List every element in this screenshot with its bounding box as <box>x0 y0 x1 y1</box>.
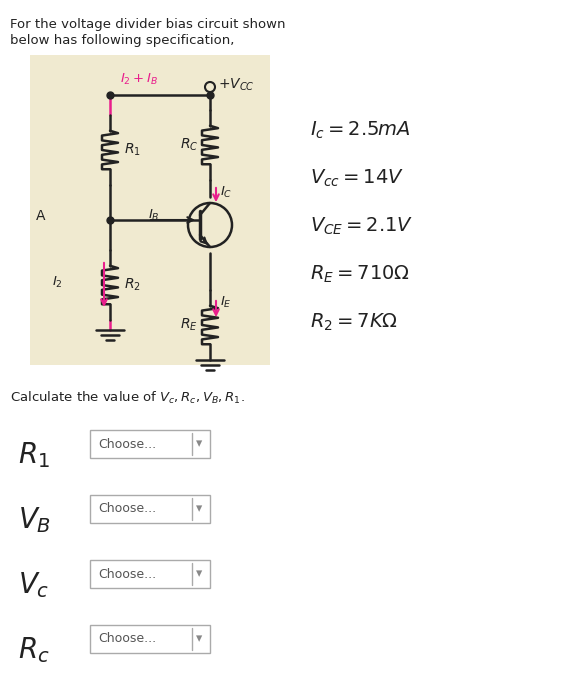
Text: ▾: ▾ <box>196 438 202 451</box>
Text: $R_c$: $R_c$ <box>18 635 50 665</box>
Text: $R_E = 710\Omega$: $R_E = 710\Omega$ <box>310 264 410 286</box>
FancyBboxPatch shape <box>90 560 210 588</box>
Text: $V_c$: $V_c$ <box>18 570 49 600</box>
Text: $I_c = 2.5mA$: $I_c = 2.5mA$ <box>310 120 410 141</box>
Text: $I_B$: $I_B$ <box>148 208 160 223</box>
Text: $I_C$: $I_C$ <box>220 185 232 200</box>
Text: $V_B$: $V_B$ <box>18 505 51 535</box>
Text: ▾: ▾ <box>196 633 202 645</box>
FancyBboxPatch shape <box>90 625 210 653</box>
FancyBboxPatch shape <box>90 430 210 458</box>
FancyBboxPatch shape <box>90 495 210 523</box>
Text: below has following specification,: below has following specification, <box>10 34 234 47</box>
Text: $V_{CE} = 2.1V$: $V_{CE} = 2.1V$ <box>310 216 413 237</box>
Text: $V_{cc} = 14V$: $V_{cc} = 14V$ <box>310 168 404 189</box>
Text: $I_2$: $I_2$ <box>52 275 63 290</box>
Text: Calculate the value of $V_c, R_c, V_B, R_1$.: Calculate the value of $V_c, R_c, V_B, R… <box>10 390 245 406</box>
Text: $R_1$: $R_1$ <box>124 142 141 158</box>
Text: $I_E$: $I_E$ <box>220 295 232 310</box>
Text: $R_2 = 7K\Omega$: $R_2 = 7K\Omega$ <box>310 312 398 333</box>
Text: $R_1$: $R_1$ <box>18 440 50 470</box>
Text: ▾: ▾ <box>196 568 202 580</box>
Text: For the voltage divider bias circuit shown: For the voltage divider bias circuit sho… <box>10 18 285 31</box>
Text: Choose...: Choose... <box>98 633 156 645</box>
Text: A: A <box>36 209 45 223</box>
Text: $R_2$: $R_2$ <box>124 276 141 293</box>
Text: Choose...: Choose... <box>98 438 156 451</box>
Text: $R_E$: $R_E$ <box>180 317 198 333</box>
FancyBboxPatch shape <box>30 55 270 365</box>
Text: $+V_{CC}$: $+V_{CC}$ <box>218 77 255 93</box>
Text: $R_C$: $R_C$ <box>180 136 199 153</box>
Text: ▾: ▾ <box>196 503 202 515</box>
Text: Choose...: Choose... <box>98 568 156 580</box>
Text: Choose...: Choose... <box>98 503 156 515</box>
Text: $I_2 + I_B$: $I_2 + I_B$ <box>120 72 158 87</box>
